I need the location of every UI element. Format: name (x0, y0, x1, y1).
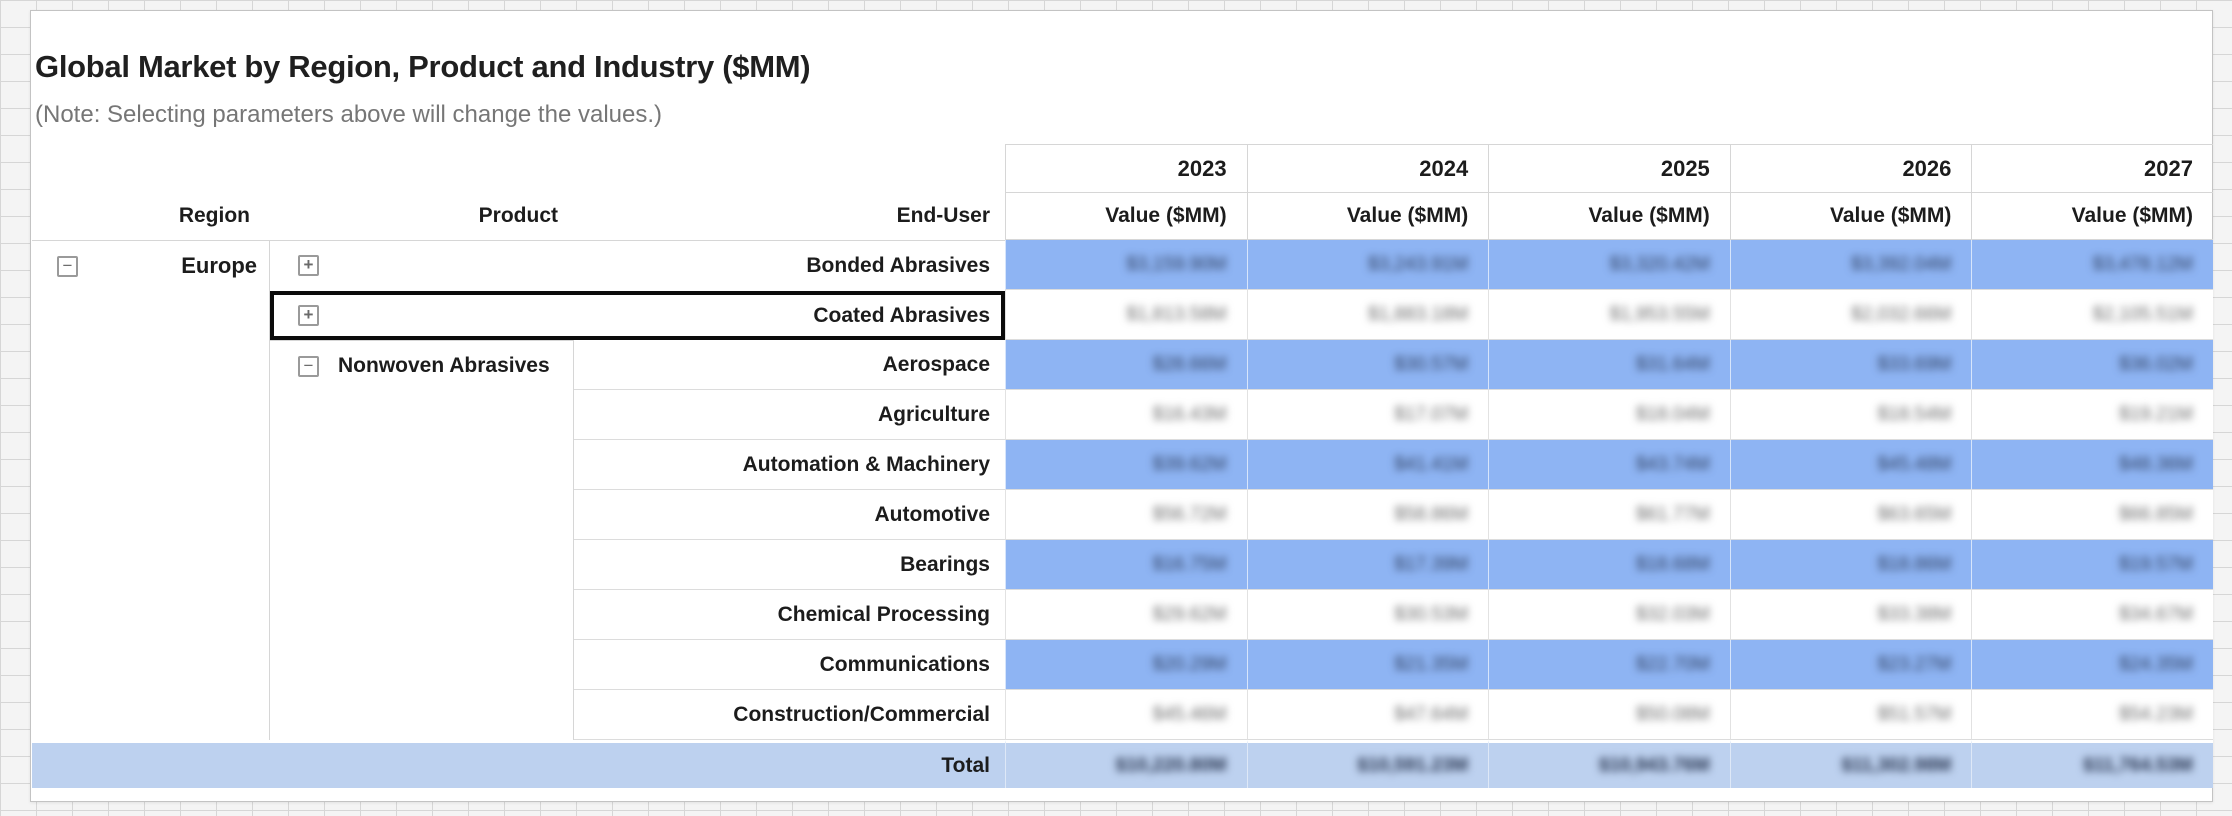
value-cell[interactable]: $63.65M (1729, 490, 1972, 540)
value-cell[interactable]: $18.68M (1488, 540, 1730, 590)
value-cell[interactable]: $16.75M (1005, 540, 1247, 590)
enduser-row-aerospace[interactable]: Aerospace (574, 340, 1005, 390)
value-cell[interactable]: $58.86M (1246, 490, 1489, 540)
value-cell[interactable]: $31.64M (1488, 340, 1730, 390)
measure-header[interactable]: Value ($MM) (1729, 193, 1972, 240)
value-cell[interactable]: $3,392.04M (1729, 240, 1972, 290)
value-cell[interactable]: $39.62M (1005, 440, 1247, 490)
value-cell[interactable]: $17.07M (1246, 390, 1489, 440)
region-cell-europe[interactable]: − Europe (32, 240, 270, 740)
total-value-cell[interactable]: $10,220.80M (1005, 740, 1247, 788)
value-cell[interactable]: $56.72M (1005, 490, 1247, 540)
total-value-cell[interactable]: $10,943.76M (1488, 740, 1730, 788)
year-header[interactable]: 2025 (1488, 144, 1730, 193)
region-label: Europe (181, 253, 257, 278)
value-cell[interactable]: $47.64M (1246, 690, 1489, 740)
value-cell[interactable]: $29.62M (1005, 590, 1247, 640)
product-label: Nonwoven Abrasives (338, 354, 550, 377)
subtitle-note: (Note: Selecting parameters above will c… (35, 101, 662, 128)
enduser-column-header[interactable]: End-User (896, 204, 990, 227)
enduser-row-communications[interactable]: Communications (574, 640, 1005, 690)
value-cell[interactable]: $17.39M (1246, 540, 1489, 590)
value-cell[interactable]: $43.74M (1488, 440, 1730, 490)
value-cell[interactable]: $30.57M (1246, 340, 1489, 390)
value-cell[interactable]: $19.21M (1971, 390, 2213, 440)
enduser-row-chemical-processing[interactable]: Chemical Processing (574, 590, 1005, 640)
value-cell[interactable]: $19.57M (1971, 540, 2213, 590)
value-cell[interactable]: $18.04M (1488, 390, 1730, 440)
value-cell[interactable]: $16.43M (1005, 390, 1247, 440)
enduser-row-automotive[interactable]: Automotive (574, 490, 1005, 540)
enduser-row-agriculture[interactable]: Agriculture (574, 390, 1005, 440)
value-cell[interactable]: $45.48M (1729, 440, 1972, 490)
value-cell[interactable]: $33.69M (1729, 340, 1972, 390)
collapse-toggle-icon[interactable]: − (57, 255, 78, 277)
value-cell[interactable]: $3,159.90M (1005, 240, 1247, 290)
enduser-row-bearings[interactable]: Bearings (574, 540, 1005, 590)
product-row-coated-abrasives-selected[interactable]: + Coated Abrasives (270, 290, 1005, 340)
page-title: Global Market by Region, Product and Ind… (35, 49, 811, 84)
value-cell[interactable]: $54.23M (1971, 690, 2213, 740)
value-cell[interactable]: $23.27M (1729, 640, 1972, 690)
value-cell[interactable]: $48.36M (1971, 440, 2213, 490)
value-cell[interactable]: $21.35M (1246, 640, 1489, 690)
value-cell[interactable]: $24.35M (1971, 640, 2213, 690)
value-cell[interactable]: $3,478.12M (1971, 240, 2213, 290)
measure-header[interactable]: Value ($MM) (1005, 193, 1247, 240)
value-cell[interactable]: $45.46M (1005, 690, 1247, 740)
total-value-cell[interactable]: $11,302.98M (1729, 740, 1972, 788)
product-label: Coated Abrasives (813, 303, 990, 327)
value-cell[interactable]: $51.57M (1729, 690, 1972, 740)
year-header[interactable]: 2027 (1971, 144, 2213, 193)
value-cell[interactable]: $34.67M (1971, 590, 2213, 640)
year-header[interactable]: 2024 (1246, 144, 1489, 193)
value-cell[interactable]: $22.70M (1488, 640, 1730, 690)
product-label: Bonded Abrasives (806, 253, 990, 277)
year-header[interactable]: 2026 (1729, 144, 1972, 193)
value-cell[interactable]: $2,105.51M (1971, 290, 2213, 340)
region-column-header[interactable]: Region (178, 204, 250, 227)
dashboard-panel: Global Market by Region, Product and Ind… (30, 10, 2213, 802)
value-cell[interactable]: $20.29M (1005, 640, 1247, 690)
enduser-row-automation-machinery[interactable]: Automation & Machinery (574, 440, 1005, 490)
value-cell[interactable]: $32.03M (1488, 590, 1730, 640)
value-cell[interactable]: $1,953.55M (1488, 290, 1730, 340)
expand-toggle-icon[interactable]: + (298, 305, 319, 326)
total-row-label: Total (32, 740, 1005, 788)
value-cell[interactable]: $50.08M (1488, 690, 1730, 740)
value-cell[interactable]: $3,243.91M (1246, 240, 1489, 290)
value-cell[interactable]: $61.77M (1488, 490, 1730, 540)
expand-toggle-icon[interactable]: + (298, 255, 319, 276)
value-cell[interactable]: $28.66M (1005, 340, 1247, 390)
product-row-bonded-abrasives[interactable]: + Bonded Abrasives (270, 240, 1005, 290)
value-cell[interactable]: $2,032.66M (1729, 290, 1972, 340)
total-value-cell[interactable]: $11,764.53M (1971, 740, 2213, 788)
value-cell[interactable]: $36.02M (1971, 340, 2213, 390)
value-cell[interactable]: $3,320.42M (1488, 240, 1730, 290)
total-value-cell[interactable]: $10,591.23M (1246, 740, 1489, 788)
value-cell[interactable]: $1,883.18M (1246, 290, 1489, 340)
value-cell[interactable]: $30.53M (1246, 590, 1489, 640)
value-cell[interactable]: $41.41M (1246, 440, 1489, 490)
product-column-header[interactable]: Product (478, 204, 558, 227)
pivot-table: 2023 2024 2025 2026 2027 Region Product … (32, 144, 2213, 788)
enduser-row-construction-commercial[interactable]: Construction/Commercial (574, 690, 1005, 740)
year-header[interactable]: 2023 (1005, 144, 1247, 193)
measure-header[interactable]: Value ($MM) (1488, 193, 1730, 240)
product-cell-nonwoven-abrasives[interactable]: − Nonwoven Abrasives (270, 340, 574, 740)
value-cell[interactable]: $1,813.58M (1005, 290, 1247, 340)
measure-header[interactable]: Value ($MM) (1971, 193, 2213, 240)
value-cell[interactable]: $18.86M (1729, 540, 1972, 590)
value-cell[interactable]: $18.54M (1729, 390, 1972, 440)
collapse-toggle-icon[interactable]: − (298, 355, 319, 377)
measure-header[interactable]: Value ($MM) (1246, 193, 1489, 240)
value-cell[interactable]: $33.38M (1729, 590, 1972, 640)
value-cell[interactable]: $66.85M (1971, 490, 2213, 540)
